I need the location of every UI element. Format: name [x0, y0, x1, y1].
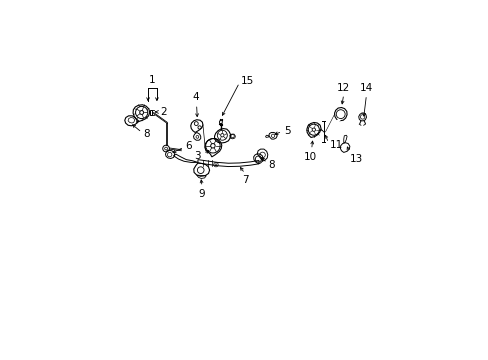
Text: 8: 8	[142, 129, 149, 139]
Text: 12: 12	[336, 82, 350, 93]
Text: 3: 3	[194, 151, 201, 161]
Text: 4: 4	[192, 92, 199, 102]
Text: 1: 1	[148, 75, 155, 85]
Text: 6: 6	[185, 141, 192, 151]
Text: 10: 10	[304, 152, 317, 162]
Text: 13: 13	[349, 153, 363, 163]
Text: 7: 7	[242, 175, 249, 185]
Text: 15: 15	[241, 76, 254, 86]
Text: 14: 14	[359, 83, 372, 93]
Text: 8: 8	[267, 159, 274, 170]
Text: 11: 11	[329, 140, 342, 150]
Text: 2: 2	[160, 107, 166, 117]
Text: 5: 5	[284, 126, 290, 135]
Text: 9: 9	[199, 189, 205, 199]
